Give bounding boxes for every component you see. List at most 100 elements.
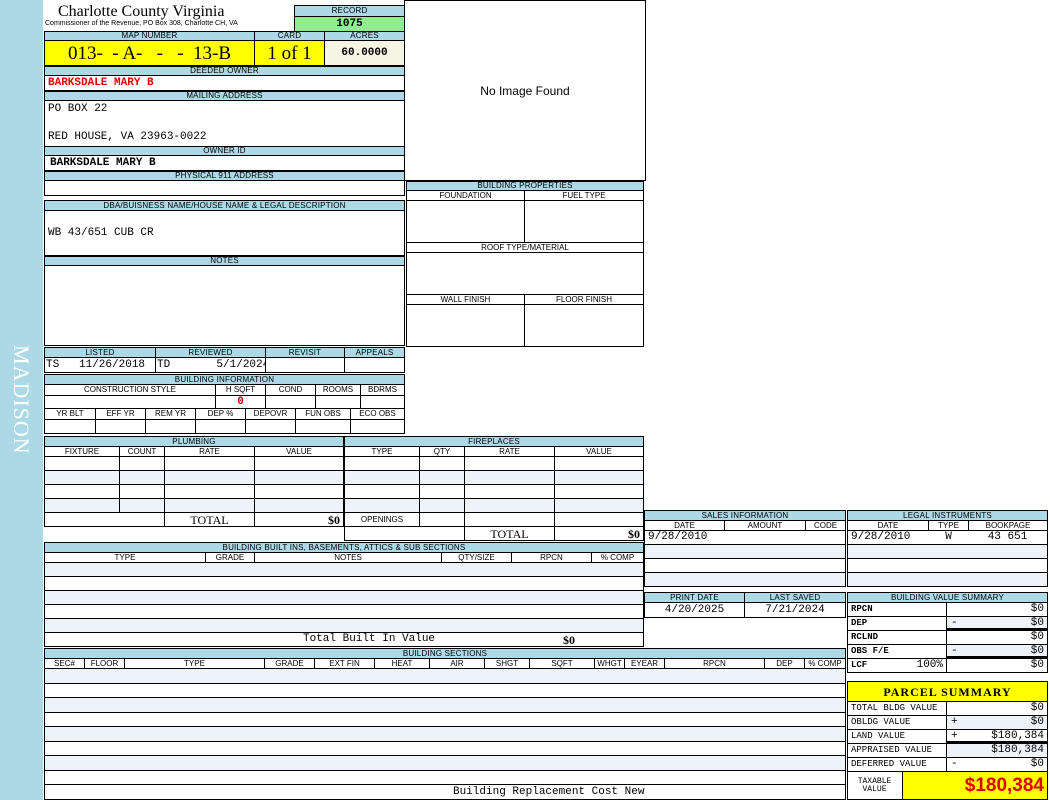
parcel-value: $0 [1030,758,1044,770]
parcel-sign [948,702,969,714]
fireplaces-row [554,484,644,499]
plumbing-row [119,470,165,485]
legal-row [847,544,1048,559]
sections-row [44,697,846,713]
bvs-sign [948,631,969,643]
parcel-row-label: OBLDG VALUE [847,715,947,730]
builtins-total-label: Total Built In Value [303,633,436,645]
parcel-value: $180,384 [991,730,1044,742]
notes-body [44,265,405,346]
replacement-cost-label: Building Replacement Cost New [453,785,645,798]
revisit-value [265,357,345,373]
bvs-value-cell [946,644,1048,659]
fireplaces-total-label: TOTAL [464,526,555,541]
legal-row [847,558,1048,573]
fuel-type-value [524,200,644,243]
sections-row [44,755,846,771]
appeals-value [344,357,405,373]
fireplaces-row [419,470,465,485]
builtins-total-row [44,632,644,647]
parcel-value: $0 [1030,716,1044,728]
building-info-value [315,395,361,409]
parcel-value-cell [946,729,1048,744]
page-title: Charlotte County Virginia [58,3,225,20]
mailing-address-value: PO BOX 22 RED HOUSE, VA 23963-0022 [44,100,405,147]
bvs-value-cell [946,658,1048,673]
bvs-sign: - [951,645,958,657]
fireplaces-row [464,484,555,499]
taxable-label: TAXABLE VALUE [857,776,892,794]
fireplaces-openings-row [464,512,555,527]
bvs-sign: - [951,617,958,629]
builtins-row [44,590,644,605]
foundation-value [406,200,525,243]
plumbing-total-label: TOTAL [164,512,255,527]
bvs-value: $0 [1030,645,1044,657]
physical-address-value [44,180,405,196]
fireplaces-row [344,484,420,499]
openings-label: OPENINGS [344,512,420,527]
fireplaces-row [419,498,465,513]
plumbing-row [119,456,165,471]
plumbing-row [254,484,344,499]
fireplaces-row [464,456,555,471]
fireplaces-row [344,470,420,485]
deeded-owner-value: BARKSDALE MARY B [44,75,405,91]
lcf-percent: 100% [916,659,943,671]
parcel-sign: + [951,730,958,742]
sales-row: 9/28/2010 [644,530,846,545]
fireplaces-openings-row [554,512,644,527]
bvs-value: $0 [1030,603,1044,615]
sales-row [644,558,846,573]
building-info-value [295,419,351,434]
parcel-row-label: DEFERRED VALUE [847,757,947,772]
owner-id-value: BARKSDALE MARY B [44,155,405,171]
plumbing-row [164,484,255,499]
legal-row [847,572,1048,587]
builtins-total-value: $0 [563,633,575,646]
building-info-value [44,419,96,434]
address-line: RED HOUSE, VA 23963-0022 [48,131,207,143]
legal-date: 9/28/2010 [848,531,929,544]
hsqft-value: 0 [215,395,266,409]
sales-row [644,572,846,587]
building-info-value [145,419,196,434]
builtins-row [44,576,644,591]
parcel-row-label: LAND VALUE [847,729,947,744]
parcel-sign [948,744,969,756]
reviewed-value: TD 5/1/2024 [155,357,266,373]
map-number-value: 013- - A- - - 13-B [44,40,255,66]
plumbing-row [119,498,165,513]
fireplaces-row [464,470,555,485]
plumbing-row [254,470,344,485]
card-value: 1 of 1 [254,40,325,66]
parcel-sign: + [951,716,958,728]
parcel-summary-label: PARCEL SUMMARY [847,681,1048,702]
bvs-row-label: DEP [847,616,947,631]
plumbing-row [254,456,344,471]
bvs-value: $0 [1030,659,1044,671]
fireplaces-row [554,470,644,485]
last-saved-value: 7/21/2024 [744,602,846,618]
sections-row [44,668,846,684]
dba-value: WB 43/651 CUB CR [44,210,405,256]
fireplaces-row [344,456,420,471]
fireplaces-total-blank [344,526,465,541]
district-label: MADISON [9,345,34,455]
fireplaces-row [344,498,420,513]
plumbing-row [164,456,255,471]
sales-row [644,544,846,559]
builtins-row [44,604,644,619]
page-subtitle: Commissioner of the Revenue, PO Box 308,… [45,20,238,27]
bvs-row-label: RPCN [847,602,947,617]
fireplaces-row [554,456,644,471]
legal-type: W [928,531,969,544]
plumbing-total-blank [44,512,165,527]
sidebar: MADISON [0,0,43,800]
building-info-value [265,395,316,409]
sections-row [44,769,846,785]
plumbing-row [254,498,344,513]
building-info-value [44,395,216,409]
print-date-value: 4/20/2025 [644,602,745,618]
plumbing-row [119,484,165,499]
